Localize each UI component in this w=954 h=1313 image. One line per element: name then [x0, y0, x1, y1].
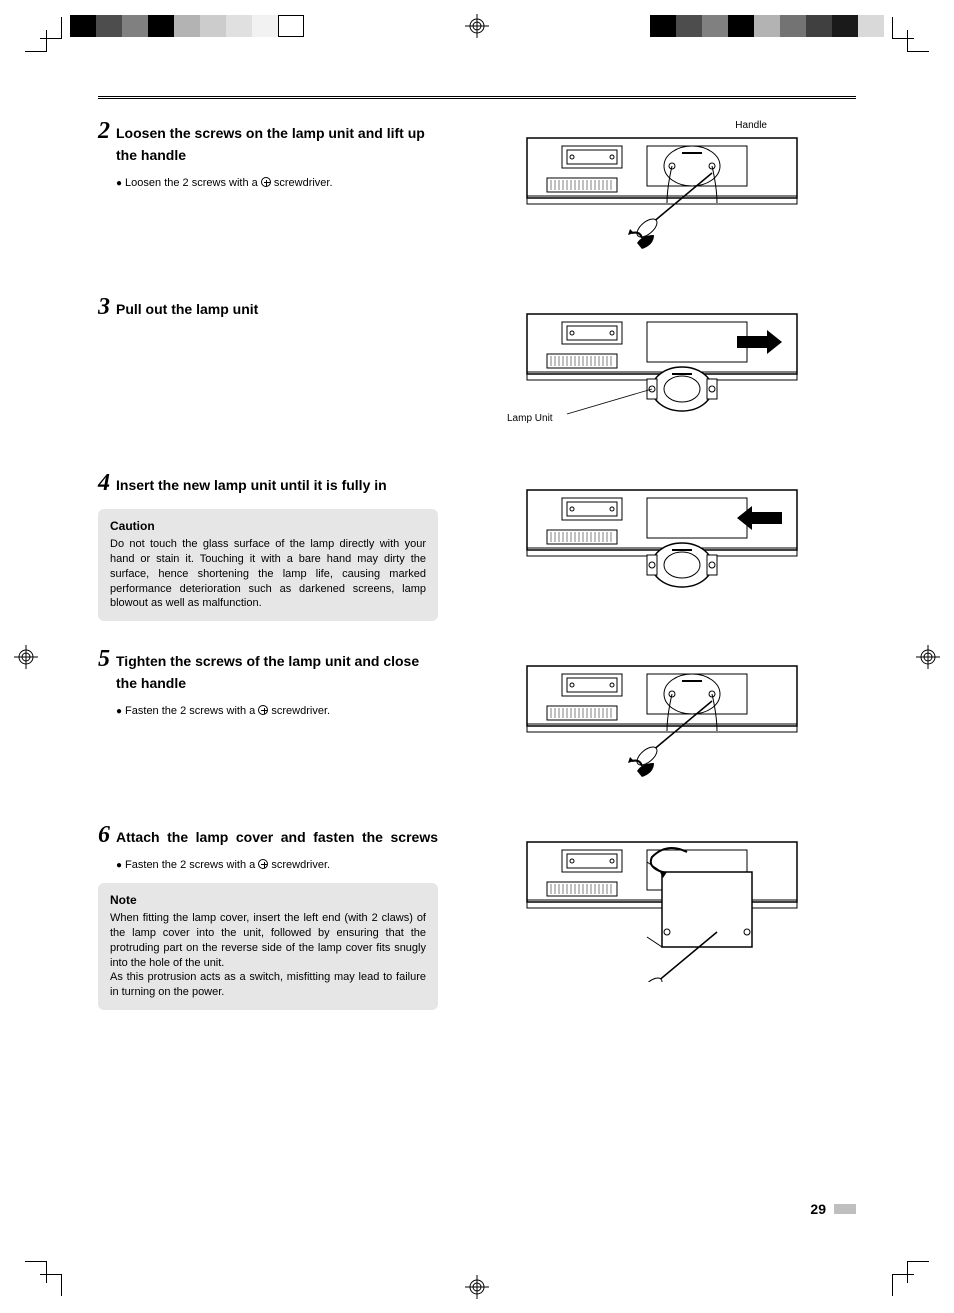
box-body: When fitting the lamp cover, insert the …	[110, 911, 426, 970]
page-content: 2Loosen the screws on the lamp unit and …	[98, 96, 856, 1217]
step-title: Loosen the screws on the lamp unit and l…	[116, 122, 438, 167]
page-number: 29	[810, 1201, 856, 1217]
step-number: 2	[98, 118, 110, 145]
step-number: 5	[98, 646, 110, 673]
box-body: Do not touch the glass surface of the la…	[110, 537, 426, 611]
illustration	[517, 822, 807, 982]
instruction-step: 2Loosen the screws on the lamp unit and …	[98, 118, 856, 278]
step-number: 4	[98, 470, 110, 497]
instruction-step: 5Tighten the screws of the lamp unit and…	[98, 646, 856, 806]
step-title: Pull out the lamp unit	[116, 298, 258, 320]
step-number: 3	[98, 294, 110, 321]
illustration	[517, 470, 807, 630]
registration-mark-icon	[465, 14, 489, 38]
illustration	[517, 646, 807, 806]
color-bar-right	[650, 15, 884, 37]
step-bullet: ●Fasten the 2 screws with a screwdriver.	[116, 859, 438, 871]
illustration: Handle	[517, 118, 807, 278]
step-title: Attach the lamp cover and fasten the scr…	[116, 826, 438, 848]
registration-mark-icon	[14, 645, 38, 669]
box-title: Note	[110, 893, 426, 907]
box-title: Caution	[110, 519, 426, 533]
registration-mark-icon	[465, 1275, 489, 1299]
step-title: Tighten the screws of the lamp unit and …	[116, 650, 438, 695]
registration-mark-icon	[916, 645, 940, 669]
illustration-callout: Lamp Unit	[507, 413, 553, 424]
illustration-callout: Handle	[735, 120, 767, 131]
page-bar-icon	[834, 1204, 856, 1214]
step-bullet: ●Fasten the 2 screws with a screwdriver.	[116, 705, 438, 717]
page-number-text: 29	[810, 1201, 826, 1217]
box-body: As this protrusion acts as a switch, mis…	[110, 970, 426, 1000]
step-number: 6	[98, 822, 110, 849]
note-box: Note When fitting the lamp cover, insert …	[98, 883, 438, 1010]
phillips-icon	[258, 859, 268, 869]
caution-box: Caution Do not touch the glass surface of…	[98, 509, 438, 621]
step-bullet: ●Loosen the 2 screws with a screwdriver.	[116, 177, 438, 189]
instruction-step: 4 Insert the new lamp unit until it is fu…	[98, 470, 856, 630]
horizontal-rule	[98, 96, 856, 100]
phillips-icon	[261, 177, 271, 187]
instruction-step: 6 Attach the lamp cover and fasten the sc…	[98, 822, 856, 1010]
color-bar-left	[70, 15, 304, 37]
instruction-step: 3 Pull out the lamp unit Lamp Unit	[98, 294, 856, 454]
illustration: Lamp Unit	[517, 294, 807, 454]
phillips-icon	[258, 705, 268, 715]
step-title: Insert the new lamp unit until it is ful…	[116, 474, 387, 496]
